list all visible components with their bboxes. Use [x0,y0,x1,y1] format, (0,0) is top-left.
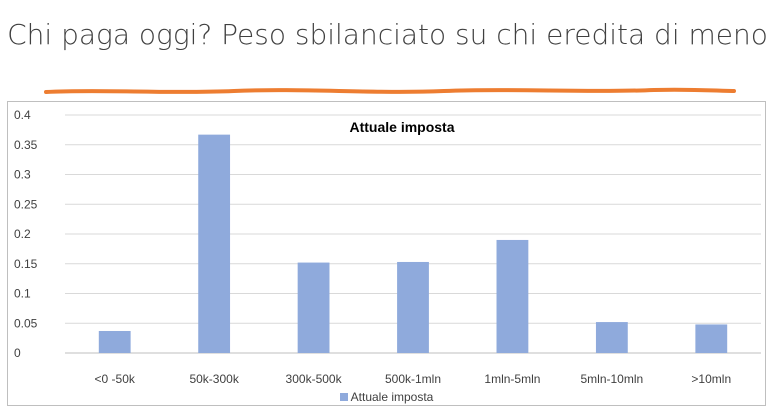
y-tick-label: 0.15 [14,257,38,271]
chart-title: Attuale imposta [349,119,454,135]
slide-title: Chi paga oggi? Peso sbilanciato su chi e… [7,18,768,51]
chart-frame: 0 0.05 0.1 0.15 0.2 0.25 0.3 0.35 0.4 <0 -50k 50k… [7,101,766,406]
chart-legend: Attuale imposta [8,390,765,404]
bar [397,261,429,353]
x-tick-label: 50k-300k [189,372,239,386]
x-tick-label: >10mln [691,372,731,386]
bar [496,239,529,353]
title-underline [44,87,736,94]
legend-label: Attuale imposta [350,390,434,404]
y-tick-label: 0 [14,346,21,360]
bar [595,322,628,353]
bar-chart: 0 0.05 0.1 0.15 0.2 0.25 0.3 0.35 0.4 <0 -50k 50k… [14,108,761,386]
y-tick-label: 0.2 [14,227,31,241]
legend-swatch [339,393,348,401]
y-tick-label: 0.35 [14,138,38,152]
y-tick-label: 0.05 [14,316,38,330]
x-tick-label: 1mln-5mln [484,372,540,386]
bar [98,330,131,353]
y-tick-label: 0.3 [14,168,31,182]
x-tick-label: 500k-1mln [385,372,441,386]
y-tick-label: 0.25 [14,197,38,211]
x-tick-label: <0 -50k [95,372,136,386]
x-tick-label: 5mln-10mln [581,372,644,386]
y-tick-label: 0.1 [14,287,31,301]
bar [297,262,330,353]
y-tick-label: 0.4 [14,108,31,122]
x-tick-label: 300k-500k [286,372,343,386]
bar [695,324,728,353]
bar [198,134,231,353]
